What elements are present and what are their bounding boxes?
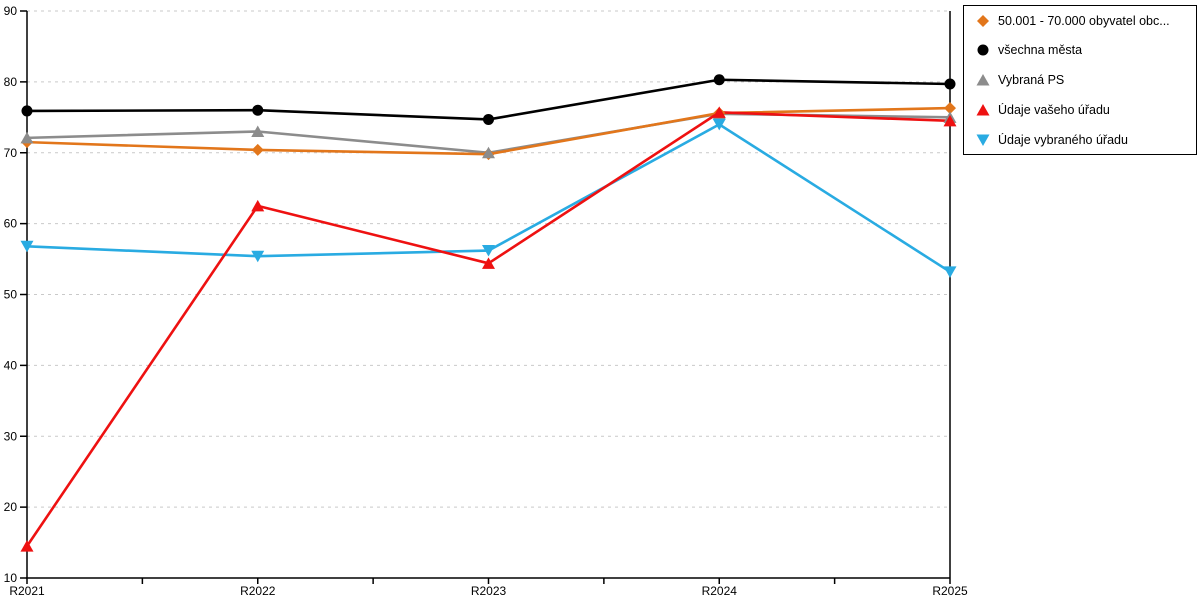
x-tick-label: R2024	[702, 584, 738, 598]
y-tick-label: 20	[4, 500, 18, 514]
series-marker	[482, 245, 495, 257]
series-marker	[483, 113, 494, 125]
diamond-icon	[977, 14, 989, 27]
y-tick-label: 50	[4, 288, 18, 302]
legend-label: Údaje vybraného úřadu	[998, 132, 1128, 147]
x-tick-label: R2025	[932, 584, 968, 598]
x-tick-label: R2021	[9, 584, 45, 598]
series-line	[25, 111, 951, 547]
series-marker	[713, 74, 725, 86]
series-marker	[943, 266, 957, 278]
y-tick-label: 60	[4, 217, 18, 231]
circle-icon	[977, 44, 989, 56]
x-tick-label: R2022	[240, 584, 276, 598]
legend-label: Údaje vašeho úřadu	[998, 102, 1110, 117]
series-marker	[944, 78, 956, 90]
y-tick-label: 80	[4, 75, 18, 89]
y-tick-label: 90	[4, 4, 18, 18]
series-marker	[20, 240, 34, 253]
series-marker	[943, 114, 957, 127]
series-marker	[712, 106, 726, 118]
series-marker	[944, 102, 956, 115]
series-marker	[21, 105, 33, 117]
chart-legend: 50.001 - 70.000 obyvatel obc... všechna …	[963, 5, 1197, 155]
series-marker	[251, 125, 265, 137]
y-tick-label: 40	[4, 358, 18, 372]
legend-item-udaje-vybraneho-uradu: Údaje vybraného úřadu	[976, 131, 1190, 148]
series-marker	[251, 143, 264, 156]
x-tick-label: R2023	[471, 584, 507, 598]
series-marker	[20, 540, 34, 552]
legend-item-vybrana-ps: Vybraná PS	[976, 72, 1190, 89]
triangle-up-icon	[976, 74, 990, 86]
y-tick-label: 30	[4, 429, 18, 443]
triangle-up-icon	[976, 103, 990, 116]
series-line	[26, 78, 951, 121]
triangle-down-icon	[976, 134, 990, 146]
y-tick-label: 70	[4, 146, 18, 160]
series-marker	[252, 104, 264, 116]
series-marker	[251, 250, 265, 263]
series-marker	[482, 257, 495, 269]
series-marker	[251, 199, 265, 212]
series-marker	[712, 118, 726, 131]
legend-label: 50.001 - 70.000 obyvatel obc...	[998, 13, 1170, 28]
legend-label: Vybraná PS	[998, 73, 1065, 87]
series-marker	[20, 131, 34, 144]
y-tick-label: 10	[4, 571, 18, 585]
series-marker	[482, 146, 495, 159]
legend-item-50001-70000-obyvatel: 50.001 - 70.000 obyvatel obc...	[976, 12, 1190, 29]
legend-label: všechna města	[998, 43, 1083, 58]
legend-item-vsechna-mesta: všechna města	[976, 42, 1190, 59]
legend-item-udaje-vaseho-uradu: Údaje vašeho úřadu	[976, 101, 1190, 118]
